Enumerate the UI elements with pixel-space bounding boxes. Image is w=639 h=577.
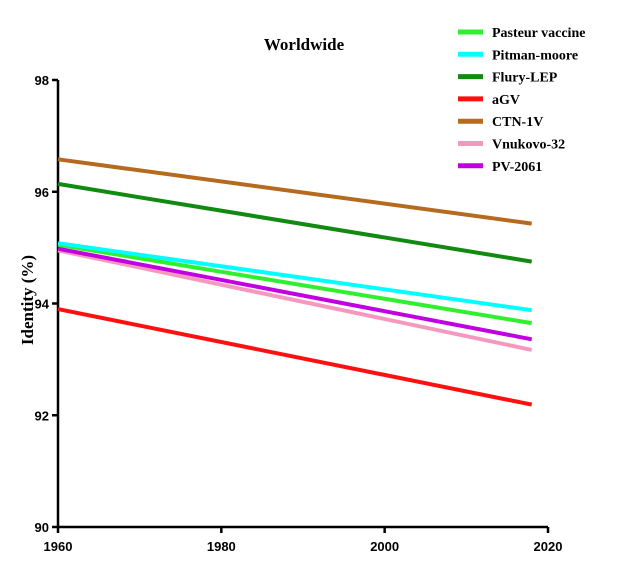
series-line-1 (57, 242, 533, 326)
x-tick-label: 2020 (534, 539, 563, 554)
y-tick-label: 94 (35, 297, 50, 312)
legend-label: Vnukovo-32 (492, 138, 565, 153)
series-line-4 (57, 307, 533, 407)
x-tick-label: 2000 (370, 539, 399, 554)
y-tick-label: 92 (35, 408, 49, 423)
series-lines (57, 157, 533, 407)
x-tick-label: 1980 (207, 539, 236, 554)
series-line-6 (57, 248, 533, 352)
legend-item: aGV (458, 93, 520, 108)
y-axis-label: Identity (%) (18, 255, 37, 345)
y-tick-label: 98 (35, 73, 49, 88)
legend-item: Pitman-moore (458, 48, 578, 63)
legend-item: Vnukovo-32 (458, 138, 565, 153)
legend-label: Flury-LEP (492, 71, 558, 86)
series-line-5 (57, 157, 532, 226)
y-tick-label: 90 (35, 520, 49, 535)
legend: Pasteur vaccine Pitman-moore Flury-LEP aGV C… (458, 26, 585, 175)
chart-title: Worldwide (264, 35, 345, 54)
series-line-2 (57, 241, 532, 313)
legend-label: aGV (492, 93, 520, 108)
legend-label: CTN-1V (492, 115, 543, 130)
series-line-7 (57, 246, 533, 342)
legend-item: Pasteur vaccine (458, 26, 585, 41)
legend-label: Pitman-moore (492, 48, 578, 63)
legend-label: Pasteur vaccine (492, 26, 585, 41)
legend-label: PV-2061 (492, 160, 542, 175)
series-line-3 (57, 181, 533, 264)
legend-item: Flury-LEP (458, 71, 558, 86)
x-tick-label: 1960 (44, 539, 73, 554)
y-tick-label: 96 (35, 185, 49, 200)
legend-item: CTN-1V (458, 115, 543, 130)
legend-item: PV-2061 (458, 160, 542, 175)
axes: 90 92 94 96 98 1960 1980 2000 2020 (35, 73, 563, 554)
